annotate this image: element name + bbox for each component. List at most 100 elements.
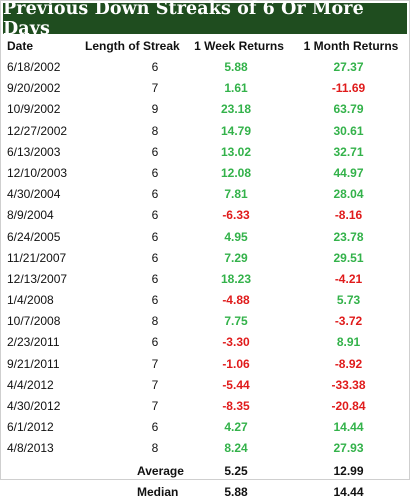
cell-date: 6/24/2005 — [7, 229, 61, 244]
cell-streak-length: 6 — [151, 187, 159, 202]
cell-streak-length: 7 — [151, 377, 159, 392]
cell-date: 9/20/2002 — [7, 81, 61, 96]
cell-streak-length: 7 — [151, 399, 159, 413]
cell-date: 4/30/2004 — [7, 187, 61, 202]
table-title: Previous Down Streaks of 6 Or More Days — [3, 0, 364, 39]
cell-week-return: 1.61 — [224, 81, 248, 96]
cell-streak-length: 7 — [151, 356, 159, 371]
cell-date: 12/27/2002 — [7, 123, 68, 138]
table-row: 4/30/2004 6 7.81 28.04 — [1, 185, 409, 206]
cell-week-return: 8.24 — [224, 441, 248, 456]
cell-streak-length: 6 — [151, 250, 159, 265]
cell-streak-length: 8 — [151, 441, 159, 456]
cell-week-return: 13.02 — [220, 144, 252, 159]
cell-streak-length: 7 — [151, 81, 159, 96]
table-frame: Previous Down Streaks of 6 Or More Days … — [0, 0, 410, 499]
cell-streak-length: 6 — [151, 271, 159, 286]
cell-streak-length: 6 — [151, 335, 159, 350]
cell-date: 12/13/2007 — [7, 271, 68, 286]
header-date: Date — [7, 39, 34, 53]
cell-month-return: 5.73 — [336, 293, 361, 308]
table-row: 4/30/2012 7 -8.35 -20.84 — [1, 397, 409, 418]
summary-label: Median — [137, 484, 179, 499]
table-row: 8/9/2004 6 -6.33 -8.16 — [1, 206, 409, 227]
table-row: 6/1/2012 6 4.27 14.44 — [1, 418, 409, 439]
cell-date: 4/30/2012 — [7, 399, 61, 413]
cell-month-return: -8.16 — [334, 208, 363, 223]
table-row: 4/4/2012 7 -5.44 -33.38 — [1, 376, 409, 397]
cell-month-return: 32.71 — [333, 144, 364, 159]
table-row: 12/27/2002 8 14.79 30.61 — [1, 122, 409, 143]
table-summary: Average 5.25 12.99 Median 5.88 14.44 — [1, 462, 409, 504]
cell-date: 8/9/2004 — [7, 208, 54, 223]
cell-date: 6/18/2002 — [7, 60, 61, 74]
cell-streak-length: 6 — [151, 420, 159, 435]
cell-streak-length: 6 — [151, 144, 159, 159]
cell-week-return: -8.35 — [222, 399, 250, 413]
table-row: 10/9/2002 9 23.18 63.79 — [1, 100, 409, 121]
cell-month-return: 44.97 — [333, 165, 364, 180]
cell-month-return: 8.91 — [336, 335, 361, 350]
cell-date: 12/10/2003 — [7, 165, 68, 180]
cell-month-return: -11.69 — [331, 81, 366, 96]
table-row: 6/13/2003 6 13.02 32.71 — [1, 143, 409, 164]
cell-month-return: -3.72 — [334, 314, 363, 329]
cell-month-return: 30.61 — [333, 123, 364, 138]
header-week-returns: 1 Week Returns — [194, 39, 284, 53]
cell-week-return: 4.27 — [224, 420, 248, 435]
cell-month-return: 14.44 — [333, 420, 364, 435]
cell-date: 10/7/2008 — [7, 314, 61, 329]
cell-week-return: 14.79 — [220, 123, 252, 138]
cell-date: 10/9/2002 — [7, 102, 61, 117]
table-row: 2/23/2011 6 -3.30 8.91 — [1, 333, 409, 354]
cell-streak-length: 6 — [151, 229, 159, 244]
summary-month: 14.44 — [333, 484, 364, 499]
cell-week-return: 4.95 — [224, 229, 248, 244]
cell-week-return: 18.23 — [220, 271, 252, 286]
summary-week: 5.88 — [224, 484, 248, 499]
table-row: 1/4/2008 6 -4.88 5.73 — [1, 291, 409, 312]
cell-month-return: 27.93 — [333, 441, 364, 456]
cell-streak-length: 6 — [151, 293, 159, 308]
cell-week-return: 5.88 — [224, 60, 248, 74]
cell-date: 9/21/2011 — [7, 356, 60, 371]
table-row: 9/21/2011 7 -1.06 -8.92 — [1, 355, 409, 376]
cell-date: 6/1/2012 — [7, 420, 54, 435]
cell-month-return: 29.51 — [333, 250, 364, 265]
header-length: Length of Streak — [85, 39, 180, 53]
cell-date: 2/23/2011 — [7, 335, 60, 350]
cell-date: 4/4/2012 — [7, 377, 54, 392]
table-row: 12/10/2003 6 12.08 44.97 — [1, 164, 409, 185]
cell-date: 1/4/2008 — [7, 293, 54, 308]
summary-row: Average 5.25 12.99 — [1, 462, 409, 483]
cell-month-return: 23.78 — [333, 229, 364, 244]
cell-month-return: 27.37 — [333, 60, 364, 74]
cell-week-return: -3.30 — [222, 335, 250, 350]
table-row: 12/13/2007 6 18.23 -4.21 — [1, 270, 409, 291]
cell-date: 11/21/2007 — [7, 250, 67, 265]
cell-week-return: -6.33 — [222, 208, 250, 223]
cell-week-return: 7.29 — [224, 250, 248, 265]
cell-streak-length: 6 — [151, 60, 159, 74]
table-title-banner: Previous Down Streaks of 6 Or More Days — [3, 0, 407, 39]
streak-table: Date Length of Streak 1 Week Returns 1 M… — [1, 37, 409, 499]
table-row: 6/18/2002 6 5.88 27.37 — [1, 58, 409, 79]
table-body: 6/18/2002 6 5.88 27.37 9/20/2002 7 1.61 -11.69 1… — [1, 58, 409, 461]
cell-month-return: -20.84 — [331, 399, 366, 413]
summary-month: 12.99 — [333, 463, 364, 478]
cell-streak-length: 6 — [151, 165, 159, 180]
cell-month-return: 28.04 — [333, 187, 364, 202]
cell-week-return: -4.88 — [222, 293, 250, 308]
table-row: 4/8/2013 8 8.24 27.93 — [1, 439, 409, 460]
cell-streak-length: 9 — [151, 102, 159, 117]
cell-month-return: -4.21 — [334, 271, 363, 286]
summary-label: Average — [137, 463, 184, 478]
cell-streak-length: 6 — [151, 208, 159, 223]
summary-row: Median 5.88 14.44 — [1, 483, 409, 504]
cell-week-return: 23.18 — [220, 102, 252, 117]
header-month-returns: 1 Month Returns — [303, 39, 399, 53]
cell-week-return: 12.08 — [220, 165, 252, 180]
cell-week-return: -1.06 — [222, 356, 250, 371]
table-row: 9/20/2002 7 1.61 -11.69 — [1, 79, 409, 100]
cell-streak-length: 8 — [151, 314, 159, 329]
